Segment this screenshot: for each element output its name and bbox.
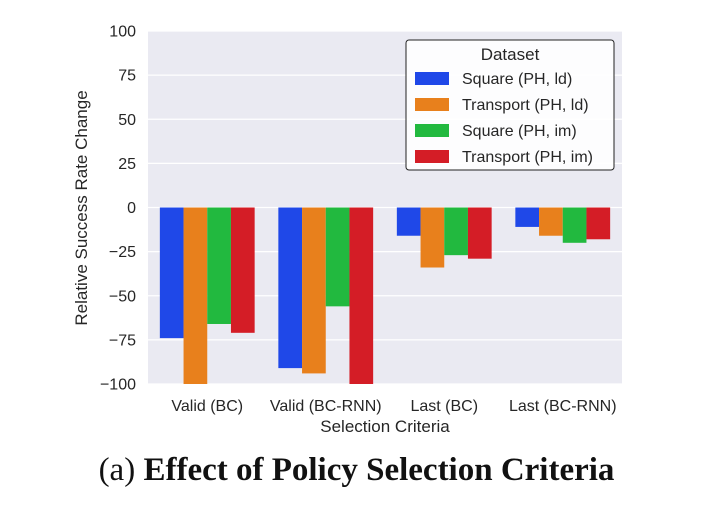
bar bbox=[396, 207, 421, 236]
y-tick-label: 50 bbox=[118, 112, 136, 129]
legend-entries: Square (PH, ld) Transport (PH, ld) Square … bbox=[415, 71, 593, 166]
bar bbox=[349, 207, 374, 384]
caption-title: Effect of Policy Selection Criteria bbox=[143, 452, 615, 488]
x-tick-label: Valid (BC) bbox=[171, 398, 243, 415]
bar bbox=[207, 207, 231, 324]
bar bbox=[325, 207, 350, 307]
legend-label: Transport (PH, im) bbox=[462, 149, 593, 166]
x-tick-label: Valid (BC-RNN) bbox=[270, 398, 382, 415]
y-tick-label: −100 bbox=[100, 377, 136, 394]
legend-swatch bbox=[415, 98, 449, 111]
x-tick-label: Last (BC-RNN) bbox=[509, 398, 617, 415]
legend-label: Square (PH, im) bbox=[462, 123, 577, 140]
bar bbox=[539, 207, 563, 236]
y-axis-label: Relative Success Rate Change bbox=[72, 90, 91, 325]
bar bbox=[515, 207, 540, 227]
legend-swatch bbox=[415, 72, 449, 85]
legend-title: Dataset bbox=[481, 45, 540, 64]
x-axis-label: Selection Criteria bbox=[320, 417, 450, 436]
y-tick-label: −50 bbox=[109, 288, 136, 305]
y-tick-label: 25 bbox=[118, 156, 136, 173]
x-tick-labels: Valid (BC) Valid (BC-RNN) Last (BC) Last (B… bbox=[171, 398, 616, 415]
bar bbox=[420, 207, 445, 268]
legend: Dataset Square (PH, ld) Transport (PH, ld… bbox=[405, 39, 615, 171]
bar bbox=[467, 207, 492, 259]
y-tick-label: −25 bbox=[109, 244, 136, 261]
bar bbox=[302, 207, 326, 374]
bars bbox=[159, 207, 611, 384]
bar bbox=[586, 207, 611, 240]
figure-caption: (a) Effect of Policy Selection Criteria bbox=[0, 452, 713, 489]
legend-swatch bbox=[415, 124, 449, 137]
bar bbox=[159, 207, 184, 339]
y-tick-label: 100 bbox=[109, 24, 136, 41]
legend-label: Square (PH, ld) bbox=[462, 71, 572, 88]
x-tick-label: Last (BC) bbox=[410, 398, 478, 415]
caption-prefix: (a) bbox=[98, 452, 144, 488]
legend-label: Transport (PH, ld) bbox=[462, 97, 589, 114]
y-tick-labels: 100 75 50 25 0 −25 −50 −75 −100 bbox=[100, 24, 136, 394]
legend-box bbox=[405, 39, 615, 171]
y-tick-label: 75 bbox=[118, 68, 136, 85]
y-tick-label: 0 bbox=[127, 200, 136, 217]
bar bbox=[278, 207, 303, 369]
bar bbox=[230, 207, 255, 333]
legend-swatch bbox=[415, 150, 449, 163]
bar bbox=[444, 207, 468, 256]
y-tick-label: −75 bbox=[109, 332, 136, 349]
bar bbox=[562, 207, 587, 243]
grid-lines bbox=[148, 30, 622, 385]
bar bbox=[183, 207, 208, 384]
